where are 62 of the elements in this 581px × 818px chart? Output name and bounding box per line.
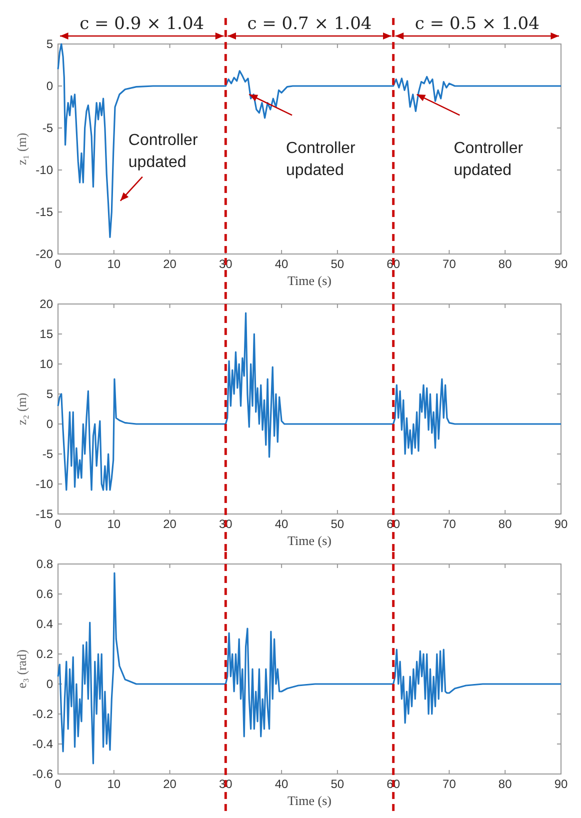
x-tick-label: 0 [54,517,62,531]
y-tick-label: 0.8 [36,557,54,571]
y-tick-label: 20 [40,297,54,311]
y-tick-label: 5 [46,387,54,401]
x-tick-label: 10 [107,777,121,791]
x-tick-label: 70 [442,517,456,531]
x-tick-label: 70 [442,777,456,791]
x-tick-label: 90 [554,777,568,791]
x-tick-label: 50 [330,517,344,531]
x-tick-label: 20 [163,517,177,531]
text: c = 0.5 × 1.04 [414,14,540,34]
line-series [57,312,562,491]
y-tick-label: -20 [36,247,54,261]
x-axis-title: Time (s) [288,273,332,288]
y-tick-label: 0 [46,417,54,431]
y-tick-label: 0.4 [36,617,54,631]
x-tick-label: 10 [107,257,121,271]
y-axis-title: e₃ (rad) [14,650,29,688]
y-tick-label: 0 [46,79,54,93]
y-tick-label: -10 [36,163,54,177]
y-tick-label: -0.4 [32,737,54,751]
y-tick-label: -0.6 [32,767,54,781]
x-tick-label: 80 [498,517,512,531]
x-tick-label: 80 [498,257,512,271]
y-tick-label: -15 [36,507,54,521]
y-tick-label: 10 [40,357,54,371]
y-tick-label: -0.2 [32,707,54,721]
y-tick-label: 15 [40,327,54,341]
y-axis-title: z₁ (m) [14,132,29,166]
x-tick-label: 50 [330,777,344,791]
y-tick-label: 0.6 [36,587,54,601]
y-tick-label: -5 [42,121,54,135]
annotation: Controller updated [454,140,524,180]
x-tick-label: 40 [274,777,289,791]
x-tick-label: 70 [442,257,456,271]
y-tick-label: -5 [42,447,54,461]
x-tick-label: 0 [54,257,62,271]
x-tick-label: 20 [163,777,177,791]
x-tick-label: 0 [54,777,62,791]
x-tick-label: 60 [386,257,400,271]
x-tick-label: 80 [498,777,512,791]
x-tick-label: 50 [330,257,344,271]
annotation: Controller updated [128,132,198,171]
x-axis-title: Time (s) [288,793,332,808]
text: c = 0.7 × 1.04 [247,14,372,34]
y-tick-label: 5 [46,37,54,51]
x-tick-label: 90 [554,517,568,531]
annotation: Controller updated [286,140,356,180]
y-tick-label: -10 [36,477,54,491]
x-tick-label: 90 [554,257,568,271]
x-axis-title: Time (s) [288,533,332,548]
y-tick-label: 0 [46,677,54,691]
x-tick-label: 40 [274,517,289,531]
text: c = 0.9 × 1.04 [80,14,204,34]
x-tick-label: 40 [274,257,289,271]
y-axis-title: z₂ (m) [14,392,29,426]
line-series [57,43,562,238]
x-tick-label: 20 [163,257,177,271]
y-tick-label: -15 [36,205,54,219]
y-tick-label: 0.2 [36,647,54,661]
x-tick-label: 10 [107,517,121,531]
line-series [57,572,562,764]
